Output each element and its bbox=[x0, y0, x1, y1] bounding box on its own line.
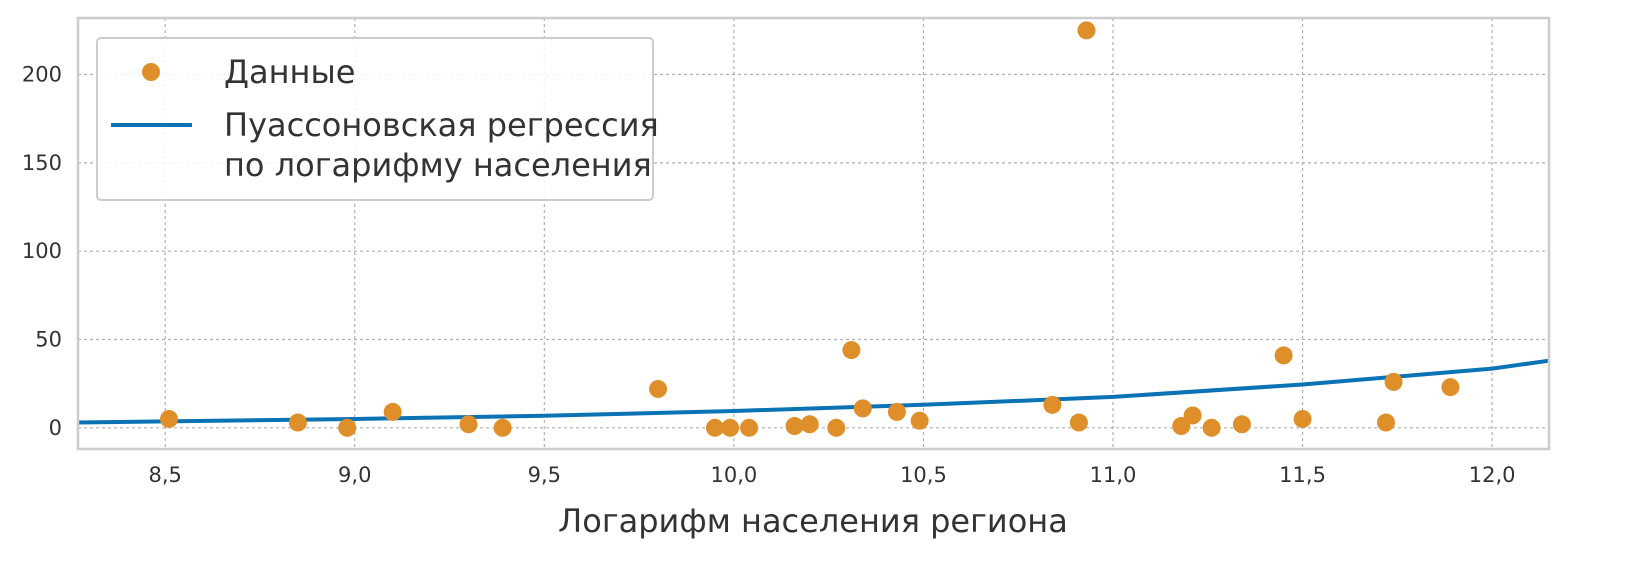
x-tick-label: 10,0 bbox=[711, 463, 758, 487]
legend-label-data: Данные bbox=[224, 53, 355, 91]
legend-box bbox=[96, 37, 654, 201]
y-tick-label: 50 bbox=[35, 327, 62, 351]
data-point bbox=[887, 402, 906, 421]
data-point bbox=[1043, 395, 1062, 414]
data-point bbox=[1232, 415, 1251, 434]
data-point bbox=[721, 418, 740, 437]
x-tick-label: 10,5 bbox=[900, 463, 947, 487]
data-point bbox=[1077, 21, 1096, 40]
x-tick-label: 9,0 bbox=[338, 463, 371, 487]
plot-frame bbox=[76, 16, 1551, 451]
data-point bbox=[705, 418, 724, 437]
x-tick-label: 8,5 bbox=[148, 463, 181, 487]
data-point bbox=[1441, 378, 1460, 397]
x-tick-label: 11,5 bbox=[1279, 463, 1326, 487]
data-point bbox=[383, 402, 402, 421]
y-tick-label: 150 bbox=[22, 151, 62, 175]
legend-label-regression-line1: Пуассоновская регрессия bbox=[224, 106, 659, 144]
data-point bbox=[910, 411, 929, 430]
data-point bbox=[785, 417, 804, 436]
y-tick-label: 0 bbox=[49, 416, 62, 440]
data-point bbox=[842, 341, 861, 360]
data-point bbox=[1376, 413, 1395, 432]
x-tick-label: 11,0 bbox=[1090, 463, 1137, 487]
data-point bbox=[459, 415, 478, 434]
data-point bbox=[159, 409, 178, 428]
x-tick-labels: 8,5 9,0 9,5 10,0 10,5 11,0 11,5 12,0 bbox=[148, 463, 1515, 487]
legend-label-regression-line2: по логарифму населения bbox=[224, 146, 652, 184]
legend-marker-data bbox=[142, 63, 160, 81]
data-point bbox=[493, 418, 512, 437]
data-point bbox=[1069, 413, 1088, 432]
data-point bbox=[1293, 409, 1312, 428]
data-point bbox=[1183, 406, 1202, 425]
legend: Данные Пуассоновская регрессия по логари… bbox=[96, 37, 659, 201]
data-point bbox=[827, 418, 846, 437]
data-point bbox=[1202, 418, 1221, 437]
data-point bbox=[1274, 346, 1293, 365]
x-tick-label: 9,5 bbox=[528, 463, 561, 487]
regression-line-layer bbox=[77, 358, 1550, 425]
data-point bbox=[740, 418, 759, 437]
y-tick-label: 100 bbox=[22, 239, 62, 263]
data-point bbox=[1384, 372, 1403, 391]
data-point bbox=[338, 418, 357, 437]
data-point bbox=[649, 379, 668, 398]
data-point bbox=[288, 413, 307, 432]
y-tick-labels: 0 50 100 150 200 bbox=[22, 63, 62, 440]
data-point bbox=[800, 415, 819, 434]
x-axis-label: Логарифм населения региона bbox=[558, 502, 1068, 540]
data-point bbox=[1172, 417, 1191, 436]
regression-line bbox=[77, 358, 1550, 425]
x-tick-label: 12,0 bbox=[1469, 463, 1516, 487]
y-tick-label: 200 bbox=[22, 63, 62, 87]
data-point bbox=[853, 399, 872, 418]
data-points-layer bbox=[159, 21, 1460, 437]
